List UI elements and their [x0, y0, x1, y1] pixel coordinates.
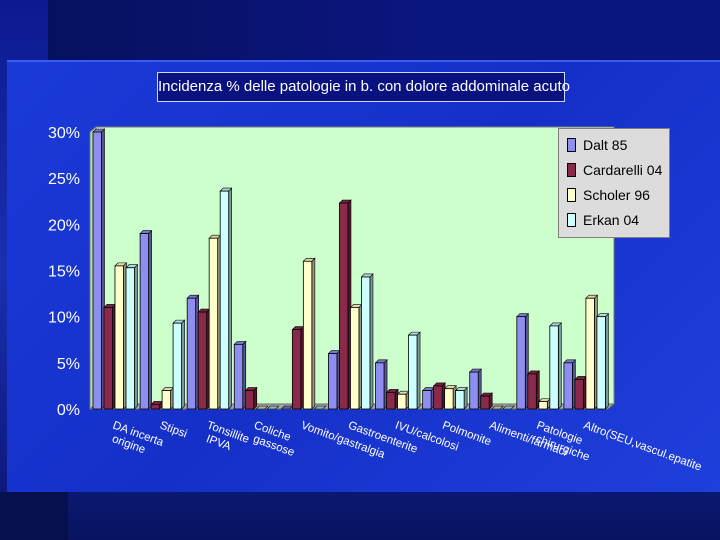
legend-swatch — [567, 213, 576, 227]
bar — [244, 386, 258, 410]
bar — [125, 264, 139, 410]
bar — [139, 229, 153, 410]
bar — [538, 397, 552, 410]
bar — [186, 294, 200, 410]
bar — [407, 331, 421, 410]
bar — [291, 325, 305, 410]
top-band — [0, 0, 720, 60]
legend-label: Dalt 85 — [583, 137, 628, 153]
bar — [563, 359, 577, 410]
y-tick-label: 5% — [57, 356, 80, 373]
legend-item: Erkan 04 — [567, 210, 639, 230]
bar — [432, 382, 446, 410]
bar — [491, 405, 504, 410]
bar — [480, 392, 493, 410]
legend-swatch — [567, 138, 576, 152]
y-tick-label: 15% — [48, 264, 80, 281]
bar — [421, 386, 435, 410]
bottom-band — [0, 492, 720, 540]
legend-item: Scholer 96 — [567, 185, 650, 205]
bar — [103, 303, 117, 410]
bar — [349, 303, 363, 410]
x-tick-label: DA incertaorigine — [107, 420, 166, 462]
bar — [208, 234, 222, 410]
legend-label: Erkan 04 — [583, 212, 640, 228]
bar — [302, 257, 316, 410]
bar — [516, 312, 530, 410]
chart-title: Incidenza % delle patologie in b. con do… — [157, 72, 570, 102]
bar — [327, 349, 341, 410]
bar — [114, 262, 128, 410]
y-tick-label: 20% — [48, 217, 80, 234]
legend-label: Scholer 96 — [583, 187, 650, 203]
bar — [197, 308, 211, 410]
bar — [172, 319, 186, 410]
bar — [219, 187, 233, 410]
bar — [385, 388, 399, 410]
bar — [374, 359, 388, 410]
bar — [338, 199, 352, 410]
x-tick-label: TonsilliteIPVA — [201, 420, 251, 459]
y-tick-label: 30% — [48, 125, 80, 142]
bar — [255, 405, 269, 410]
bar — [150, 400, 164, 410]
bar — [92, 128, 106, 410]
bar — [233, 340, 247, 410]
legend-item: Cardarelli 04 — [567, 160, 662, 180]
bar — [454, 386, 468, 410]
y-tick-label: 0% — [57, 402, 80, 419]
legend-swatch — [567, 188, 576, 202]
bar — [161, 386, 175, 410]
bar — [396, 390, 410, 410]
bar — [527, 370, 541, 410]
bar — [549, 322, 563, 410]
legend-label: Cardarelli 04 — [583, 162, 663, 178]
y-tick-label: 10% — [48, 310, 80, 327]
legend: Dalt 85 Cardarelli 04 Scholer 96 Erkan 0… — [558, 128, 670, 238]
bar — [313, 405, 327, 410]
bar — [266, 405, 280, 410]
bar — [443, 384, 457, 410]
bar — [574, 375, 588, 410]
x-tick-label: Colichegassose — [248, 420, 301, 460]
bar — [502, 405, 515, 410]
legend-item: Dalt 85 — [567, 135, 627, 155]
bar — [596, 312, 610, 410]
bar — [360, 273, 374, 410]
legend-swatch — [567, 163, 576, 177]
x-tick-label: Altro(SEU,vascul.epatite — [582, 420, 703, 474]
bar — [469, 368, 482, 410]
y-tick-label: 25% — [48, 171, 80, 188]
bar — [585, 294, 599, 410]
